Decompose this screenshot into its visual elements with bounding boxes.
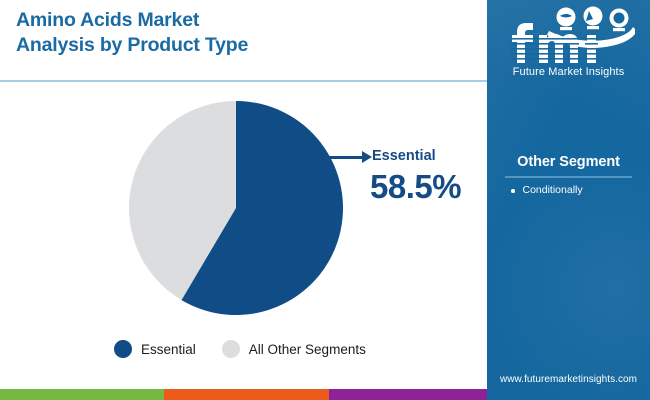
sidebar-section-title: Other Segment <box>517 154 620 170</box>
other-segment-list: Conditionally <box>511 183 645 200</box>
list-item: Conditionally <box>511 183 645 197</box>
callout-connector-line <box>326 156 366 159</box>
list-item-label: Conditionally <box>522 184 583 196</box>
legend-item-essential: Essential <box>114 340 196 358</box>
callout-value: 58.5% <box>370 168 462 205</box>
header-divider <box>0 80 487 82</box>
bottom-bar-segment-green <box>0 389 164 400</box>
bullet-icon <box>511 189 515 193</box>
bottom-color-bar <box>0 389 487 400</box>
page-title: Amino Acids Market Analysis by Product T… <box>16 9 249 56</box>
legend-item-all-other-segments: All Other Segments <box>221 340 366 358</box>
brand-sidebar: Future Market Insights Other Segment Con… <box>487 0 650 400</box>
bottom-bar-segment-purple <box>329 389 487 400</box>
logo-tagline: Future Market Insights <box>512 66 625 78</box>
legend-item-label: All Other Segments <box>248 341 366 357</box>
fmi-logo-icon <box>510 6 635 63</box>
pie-slice-essential <box>181 101 343 315</box>
pie-slice-all-other-segments <box>129 101 236 301</box>
sidebar-section-divider <box>505 176 632 178</box>
legend-color-swatch <box>114 340 132 358</box>
pie-chart <box>129 101 343 315</box>
legend-item-label: Essential <box>141 341 196 357</box>
fmi-logo: Future Market Insights <box>487 6 650 78</box>
callout-label: Essential <box>372 148 436 164</box>
bottom-bar-segment-orange <box>164 389 329 400</box>
chart-legend: Essential All Other Segments <box>114 340 366 358</box>
website-url: www.futuremarketinsights.com <box>499 374 637 385</box>
legend-color-swatch <box>221 340 240 358</box>
arrow-right-icon <box>362 151 372 163</box>
